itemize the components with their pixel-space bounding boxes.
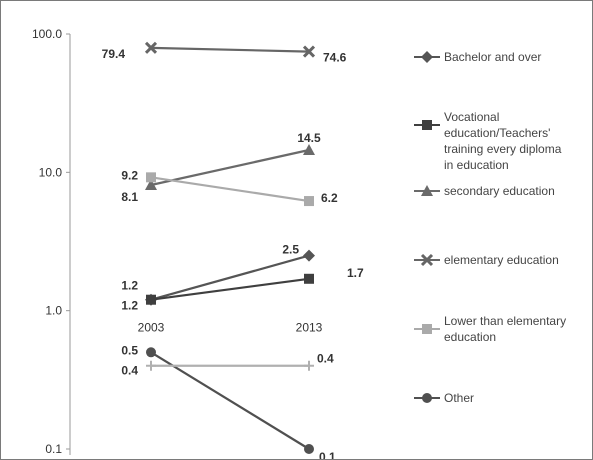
x-category-label-0: 2003 (138, 321, 165, 335)
legend-marker-5 (422, 393, 432, 403)
data-label-1-0: 1.2 (121, 299, 138, 313)
legend-label-line-0-0: Bachelor and over (444, 50, 541, 64)
legend-label-line-1-0: Vocational (444, 110, 499, 124)
series-line-3 (150, 46, 310, 53)
legend-item-2: secondary education (414, 184, 555, 198)
data-label-6-0: 0.4 (121, 364, 138, 378)
series-line-4 (150, 176, 310, 203)
x-category-label-1: 2013 (296, 321, 323, 335)
data-label-5-1: 0.1 (319, 450, 336, 459)
data-point-3-1 (302, 45, 316, 58)
data-label-6-1: 0.4 (317, 352, 334, 366)
legend-label-0: Bachelor and over (444, 50, 541, 64)
data-label-2-1: 14.5 (297, 131, 321, 145)
legend-item-5: Other (414, 391, 474, 405)
series-line-1 (150, 277, 310, 301)
data-point-5-1 (304, 444, 314, 454)
data-label-5-0: 0.5 (121, 343, 138, 357)
data-point-2-1 (303, 144, 315, 156)
data-point-6-0 (146, 360, 156, 371)
legend-label-line-5-0: Other (444, 391, 474, 405)
legend-label-line-4-0: Lower than elementary (444, 314, 566, 328)
data-point-5-0 (146, 347, 156, 358)
legend-label-5: Other (444, 391, 474, 405)
legend-label-line-3-0: elementary education (444, 253, 559, 267)
series-line-0 (150, 254, 310, 301)
series-line-2 (150, 148, 310, 187)
data-label-3-0: 79.4 (102, 47, 126, 61)
y-tick-label-0: 0.1 (45, 442, 62, 456)
series-5 (146, 347, 314, 454)
legend-item-1: Vocational education/Teachers' training ev… (414, 110, 562, 172)
legend-marker-4 (422, 324, 432, 334)
data-point-1-0 (146, 294, 156, 305)
legend-marker-3 (420, 253, 434, 267)
data-label-4-1: 6.2 (321, 191, 338, 205)
legend-label-2: secondary education (444, 184, 555, 198)
series-1 (146, 273, 314, 305)
y-tick-label-1: 1.0 (45, 304, 62, 318)
data-label-4-0: 9.2 (121, 168, 138, 182)
data-point-4-0 (146, 172, 156, 183)
legend-item-4: Lower than elementary education (414, 314, 566, 344)
legend-label-3: elementary education (444, 253, 559, 267)
legend-label-line-1-2: training every diploma (444, 142, 562, 156)
legend-marker-2 (421, 185, 433, 196)
data-label-3-1: 74.6 (323, 51, 347, 65)
y-tick-label-3: 100.0 (32, 27, 62, 41)
legend-label-line-1-3: in education (444, 158, 509, 172)
series-line-5 (150, 351, 310, 450)
legend-marker-1 (422, 120, 432, 130)
data-point-1-1 (304, 273, 314, 284)
data-point-0-1 (303, 249, 315, 262)
series-6 (146, 360, 314, 371)
series-3 (144, 41, 316, 58)
data-label-0-1: 2.5 (282, 243, 299, 257)
legend-label-line-4-1: education (444, 330, 496, 344)
y-tick-label-2: 10.0 (39, 165, 63, 179)
data-label-0-0: 1.2 (121, 279, 138, 293)
data-point-4-1 (304, 196, 314, 207)
legend-item-0: Bachelor and over (414, 50, 541, 64)
legend-label-4: Lower than elementary education (444, 314, 566, 344)
series-4 (146, 172, 314, 207)
series-2 (145, 144, 315, 190)
data-label-1-1: 1.7 (347, 266, 364, 280)
data-point-3-0 (144, 41, 158, 54)
legend-label-line-1-1: education/Teachers' (444, 126, 550, 140)
legend-label-1: Vocational education/Teachers' training ev… (444, 110, 562, 172)
data-point-2-0 (145, 178, 157, 190)
data-point-6-1 (304, 360, 314, 371)
legend-marker-0 (421, 51, 433, 63)
legend-item-3: elementary education (414, 253, 559, 267)
legend-label-line-2-0: secondary education (444, 184, 555, 198)
data-label-2-0: 8.1 (121, 190, 138, 204)
